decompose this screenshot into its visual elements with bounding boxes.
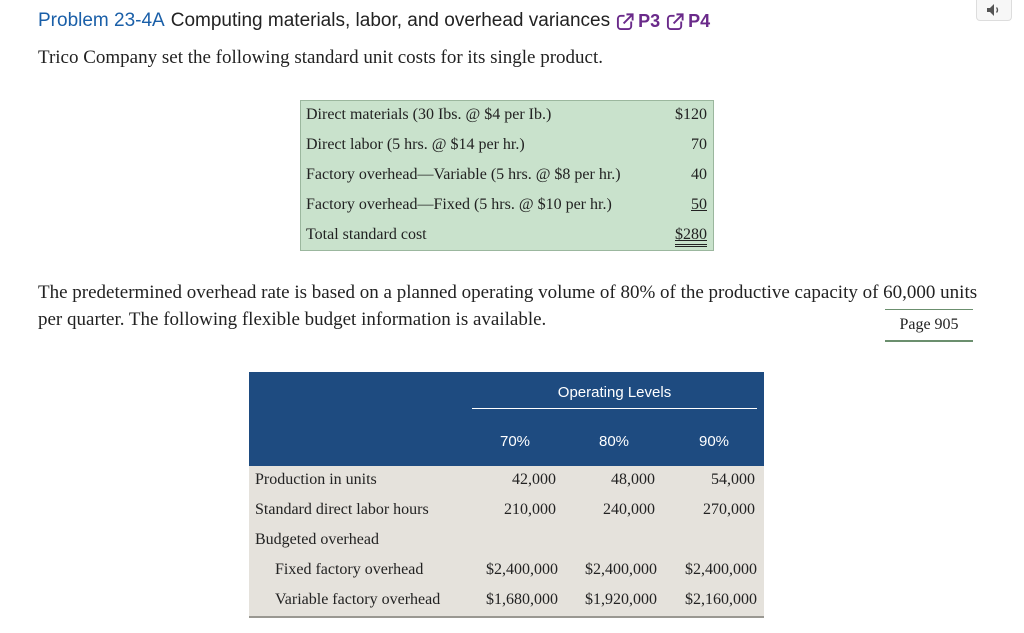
row-label: Direct materials (30 Ibs. @ $4 per Ib.) (306, 106, 552, 123)
row-label: Factory overhead—Variable (5 hrs. @ $8 p… (306, 166, 621, 183)
cell-value: $1,920,000 (585, 591, 657, 608)
row-label: Standard direct labor hours (255, 501, 429, 518)
row-label: Budgeted overhead (255, 531, 379, 548)
table-row: Variable factory overhead $1,680,000 $1,… (249, 586, 764, 616)
problem-label: Problem 23-4A (38, 10, 165, 31)
row-amount: 40 (691, 166, 707, 183)
cell-value: 270,000 (703, 501, 755, 518)
cell-value: 240,000 (603, 501, 655, 518)
table-row: Factory overhead—Fixed (5 hrs. @ $10 per… (306, 191, 707, 221)
objective-label: P4 (688, 10, 711, 31)
cell-value: $2,400,000 (685, 561, 757, 578)
intro-text: Trico Company set the following standard… (38, 47, 604, 68)
audio-button[interactable] (976, 0, 1012, 21)
row-label: Production in units (255, 471, 377, 488)
row-label: Factory overhead—Fixed (5 hrs. @ $10 per… (306, 196, 612, 213)
table-row: Factory overhead—Variable (5 hrs. @ $8 p… (306, 161, 707, 191)
table-row: Direct materials (30 Ibs. @ $4 per Ib.) … (306, 101, 707, 131)
header-divider (472, 408, 757, 409)
table-row: Total standard cost $280 (306, 221, 707, 251)
page-reference: Page 905 (885, 309, 973, 342)
cell-value: 54,000 (711, 471, 755, 488)
cell-value: 42,000 (512, 471, 556, 488)
row-label: Fixed factory overhead (275, 561, 424, 578)
cell-value: $2,160,000 (685, 591, 757, 608)
table-bottom-rule (249, 616, 764, 618)
table-row: Standard direct labor hours 210,000 240,… (249, 496, 764, 526)
objective-link-p3[interactable]: P3 (616, 11, 660, 32)
cell-value: $1,680,000 (486, 591, 558, 608)
flexible-budget-table: Production in units 42,000 48,000 54,000… (249, 466, 764, 616)
external-link-icon (617, 12, 635, 30)
row-amount: 50 (691, 196, 707, 213)
column-header: 90% (698, 433, 730, 450)
standard-cost-table: Direct materials (30 Ibs. @ $4 per Ib.) … (300, 100, 714, 251)
cell-value: 48,000 (611, 471, 655, 488)
overhead-paragraph: The predetermined overhead rate is based… (38, 282, 978, 330)
operating-levels-heading: Operating Levels (557, 384, 672, 401)
objective-label: P3 (638, 10, 661, 31)
table-row: Production in units 42,000 48,000 54,000 (249, 466, 764, 496)
objective-link-p4[interactable]: P4 (666, 11, 710, 32)
table-row: Fixed factory overhead $2,400,000 $2,400… (249, 556, 764, 586)
problem-header: Problem 23-4A Computing materials, labor… (38, 8, 710, 34)
table-row: Direct labor (5 hrs. @ $14 per hr.) 70 (306, 131, 707, 161)
cell-value: 210,000 (504, 501, 556, 518)
row-amount: 70 (691, 136, 707, 153)
external-link-icon (667, 12, 685, 30)
column-header: 80% (598, 433, 630, 450)
column-header: 70% (499, 433, 531, 450)
problem-title: Computing materials, labor, and overhead… (170, 10, 611, 31)
row-amount: $120 (675, 106, 707, 123)
row-label: Direct labor (5 hrs. @ $14 per hr.) (306, 136, 525, 153)
flexible-budget-header: Operating Levels 70% 80% 90% (249, 372, 764, 466)
row-label: Variable factory overhead (275, 591, 441, 608)
row-label: Total standard cost (306, 226, 427, 243)
row-amount: $280 (675, 226, 707, 247)
table-row: Budgeted overhead (249, 526, 764, 556)
cell-value: $2,400,000 (486, 561, 558, 578)
cell-value: $2,400,000 (585, 561, 657, 578)
speaker-icon (987, 4, 999, 16)
